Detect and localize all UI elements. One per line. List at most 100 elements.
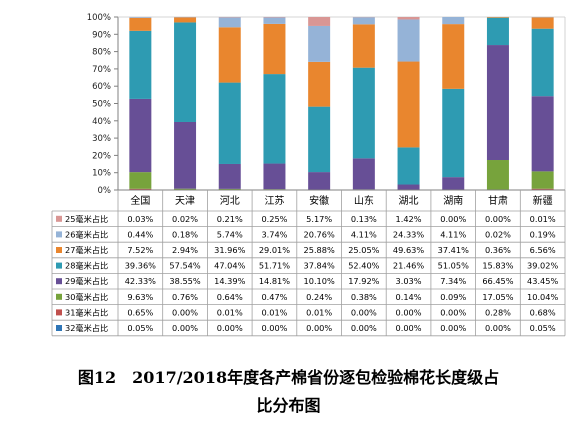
data-label: 0.00%: [440, 323, 466, 333]
legend-label: 31毫米占比: [65, 307, 108, 317]
legend-label: 30毫米占比: [65, 292, 108, 302]
data-label: 39.02%: [527, 261, 558, 271]
y-tick-label: 50%: [92, 100, 111, 110]
data-label: 0.05%: [127, 323, 153, 333]
data-label: 21.46%: [393, 261, 424, 271]
legend-swatch: [56, 278, 62, 285]
data-label: 0.13%: [351, 214, 377, 224]
legend-label: 32毫米占比: [65, 323, 108, 333]
bar-segment: [397, 147, 420, 185]
bar-segment: [397, 17, 420, 20]
category-label: 甘肃: [488, 194, 508, 207]
data-label: 0.00%: [261, 323, 287, 333]
y-tick-label: 40%: [92, 117, 111, 127]
bar-segment: [129, 188, 152, 190]
category-label: 江苏: [264, 194, 284, 207]
data-label: 66.45%: [482, 276, 513, 286]
data-label: 0.09%: [440, 292, 466, 302]
bar-segment: [486, 160, 509, 190]
data-label: 2.94%: [172, 245, 198, 255]
bar-segment: [308, 17, 331, 26]
figure-caption: 图12 2017/2018年度各产棉省份逐包检验棉花长度级占 比分布图: [0, 364, 577, 420]
bar-segment: [129, 30, 152, 99]
data-label: 0.68%: [530, 307, 556, 317]
bar-segment: [486, 45, 509, 161]
data-label: 0.02%: [172, 214, 198, 224]
data-label: 0.21%: [217, 214, 243, 224]
bar-segment: [263, 163, 286, 190]
bar-segment: [129, 17, 152, 18]
category-label: 山东: [354, 194, 374, 207]
bar-segment: [218, 188, 241, 190]
data-label: 0.01%: [261, 307, 287, 317]
bar-segment: [397, 61, 420, 148]
data-label: 0.00%: [306, 323, 332, 333]
data-label: 0.00%: [172, 307, 198, 317]
data-label: 4.11%: [351, 229, 377, 239]
y-tick-label: 100%: [87, 13, 111, 23]
category-label: 天津: [175, 195, 195, 207]
bar-segment: [129, 17, 152, 31]
bar-segment: [129, 172, 152, 189]
y-tick-label: 60%: [92, 82, 111, 92]
bar-segment: [174, 121, 197, 189]
bar-segment: [442, 88, 465, 178]
data-label: 52.40%: [348, 261, 379, 271]
data-label: 0.00%: [396, 323, 422, 333]
data-label: 49.63%: [393, 245, 424, 255]
category-label: 湖南: [443, 194, 463, 207]
bar-segment: [308, 106, 331, 173]
data-label: 10.04%: [527, 292, 558, 302]
bar-segment: [442, 24, 465, 89]
data-label: 39.36%: [125, 261, 156, 271]
data-label: 0.38%: [351, 292, 377, 302]
data-label: 0.01%: [217, 307, 243, 317]
category-label: 河北: [220, 195, 240, 207]
y-tick-label: 30%: [92, 134, 111, 144]
data-label: 3.74%: [261, 229, 287, 239]
data-label: 0.00%: [351, 307, 377, 317]
y-tick-label: 70%: [92, 65, 111, 75]
data-label: 25.88%: [304, 245, 335, 255]
data-label: 7.52%: [127, 245, 153, 255]
bar-segment: [352, 67, 375, 159]
data-label: 0.00%: [217, 323, 243, 333]
data-label: 10.10%: [304, 276, 335, 286]
data-label: 51.71%: [259, 261, 290, 271]
legend-label: 25毫米占比: [65, 214, 108, 224]
data-label: 0.05%: [530, 323, 556, 333]
legend-swatch: [56, 293, 62, 300]
data-label: 3.03%: [396, 276, 422, 286]
data-label: 0.76%: [172, 292, 198, 302]
data-label: 0.03%: [127, 214, 153, 224]
legend-swatch: [56, 247, 62, 253]
bar-segment: [263, 17, 286, 24]
data-label: 9.63%: [127, 292, 153, 302]
bar-segment: [263, 23, 286, 75]
bar-segment: [442, 177, 465, 190]
data-label: 47.04%: [214, 261, 245, 271]
data-label: 37.41%: [438, 245, 469, 255]
data-label: 0.24%: [306, 292, 332, 302]
category-label: 湖北: [399, 195, 419, 207]
data-label: 38.55%: [169, 276, 200, 286]
data-label: 0.00%: [351, 323, 377, 333]
data-label: 25.05%: [348, 245, 379, 255]
data-label: 24.33%: [393, 229, 424, 239]
bar-segment: [174, 17, 197, 23]
bar-segment: [263, 74, 286, 164]
bar-segment: [531, 28, 554, 97]
bar-segment: [397, 184, 420, 190]
data-label: 51.05%: [438, 261, 469, 271]
data-label: 57.54%: [169, 261, 200, 271]
data-label: 4.11%: [440, 229, 466, 239]
legend-label: 27毫米占比: [65, 245, 108, 255]
data-label: 29.01%: [259, 245, 290, 255]
data-table: 全国 天津 河北 江苏 安徽 山东 湖北 湖南 甘肃 新疆 25毫米占比 0.03% 0.02% 0.21…: [51, 189, 566, 337]
category-label: 全国: [130, 194, 150, 207]
data-label: 0.25%: [261, 214, 287, 224]
data-label: 0.65%: [127, 307, 153, 317]
data-label: 14.39%: [214, 276, 245, 286]
data-label: 5.17%: [306, 214, 332, 224]
legend-swatch: [56, 215, 62, 222]
